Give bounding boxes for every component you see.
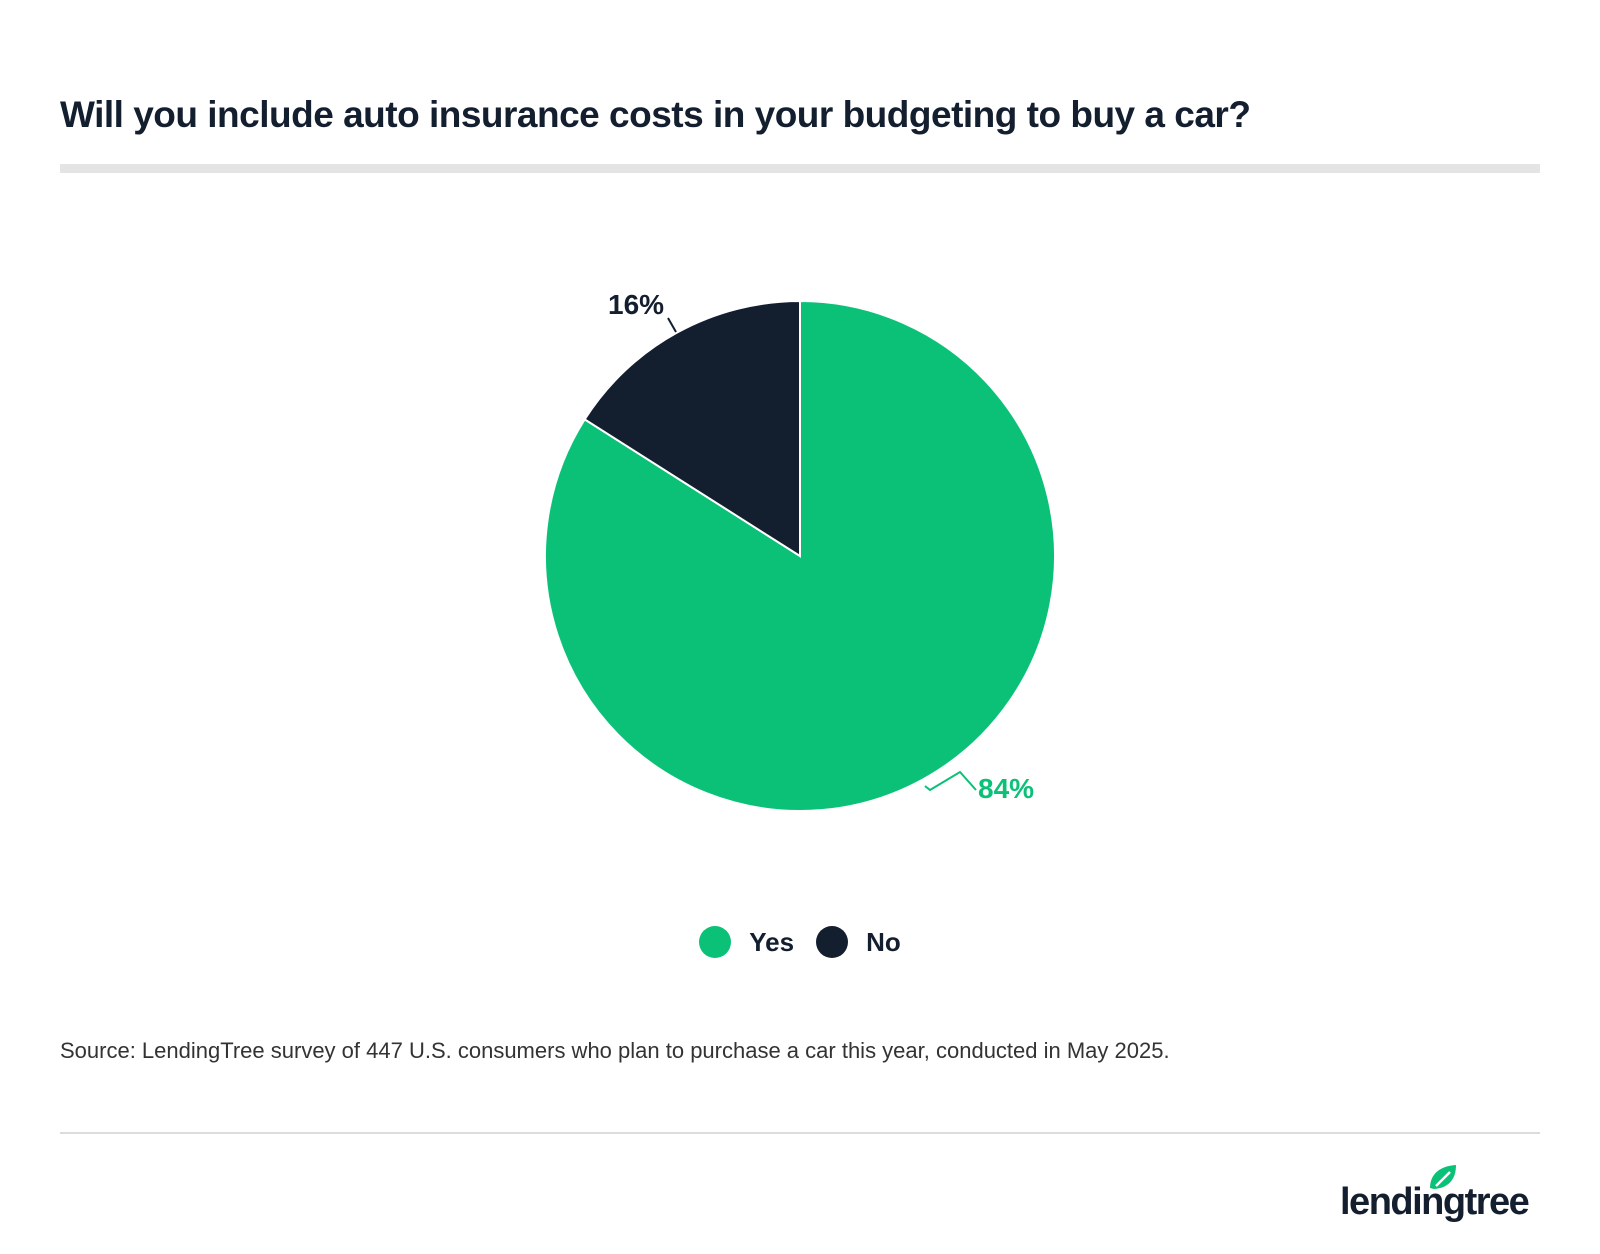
legend-item-no: No bbox=[816, 926, 901, 958]
leader-line-no bbox=[667, 317, 677, 333]
svg-text:lendingtree: lendingtree bbox=[1340, 1181, 1529, 1223]
legend-swatch-no bbox=[816, 926, 849, 958]
lendingtree-logo: lendingtree bbox=[1340, 1165, 1530, 1223]
data-label-no: 16% bbox=[608, 289, 664, 320]
source-note: Source: LendingTree survey of 447 U.S. c… bbox=[60, 1038, 1170, 1063]
legend-swatch-yes bbox=[699, 926, 732, 958]
legend: Yes No bbox=[0, 926, 1600, 958]
title-divider bbox=[60, 164, 1540, 173]
legend-label-no: No bbox=[866, 926, 901, 957]
footer-divider bbox=[60, 1132, 1540, 1134]
pie-slice-yes bbox=[544, 299, 1056, 812]
pie-chart: 84% 16% bbox=[544, 289, 1056, 812]
leaf-icon bbox=[1430, 1165, 1456, 1189]
leader-line-yes bbox=[924, 770, 977, 792]
data-label-yes: 84% bbox=[978, 773, 1034, 804]
legend-label-yes: Yes bbox=[749, 926, 795, 957]
chart-title: Will you include auto insurance costs in… bbox=[60, 94, 1251, 135]
legend-item-yes: Yes bbox=[699, 926, 794, 958]
pie-slice-no bbox=[583, 299, 801, 558]
